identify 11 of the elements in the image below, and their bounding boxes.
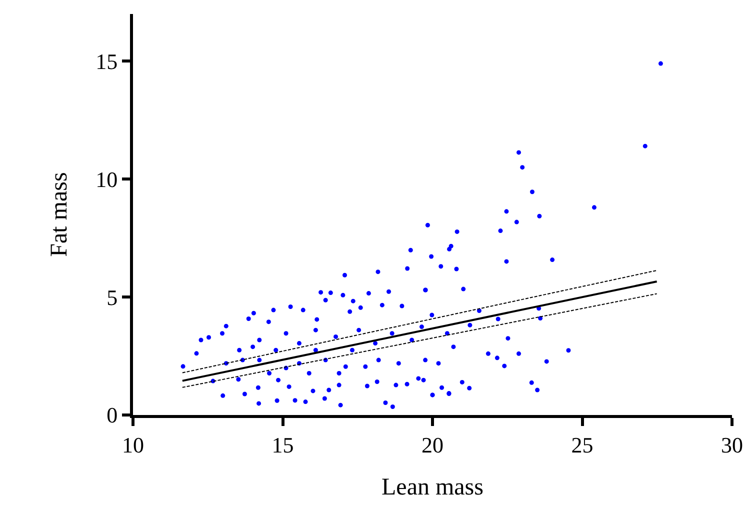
x-tick-label: 10 bbox=[122, 432, 144, 458]
y-tick-label: 0 bbox=[106, 402, 118, 428]
y-tick-label: 10 bbox=[96, 166, 118, 192]
x-tick-label: 20 bbox=[422, 432, 444, 458]
x-tick-label: 25 bbox=[571, 432, 594, 458]
y-axis-title: Fat mass bbox=[46, 172, 73, 257]
x-axis-title: Lean mass bbox=[382, 474, 484, 501]
y-tick-label: 15 bbox=[96, 48, 118, 74]
y-tick-label: 5 bbox=[106, 284, 118, 310]
x-tick-label: 15 bbox=[272, 432, 294, 458]
x-tick-label: 30 bbox=[721, 432, 743, 458]
